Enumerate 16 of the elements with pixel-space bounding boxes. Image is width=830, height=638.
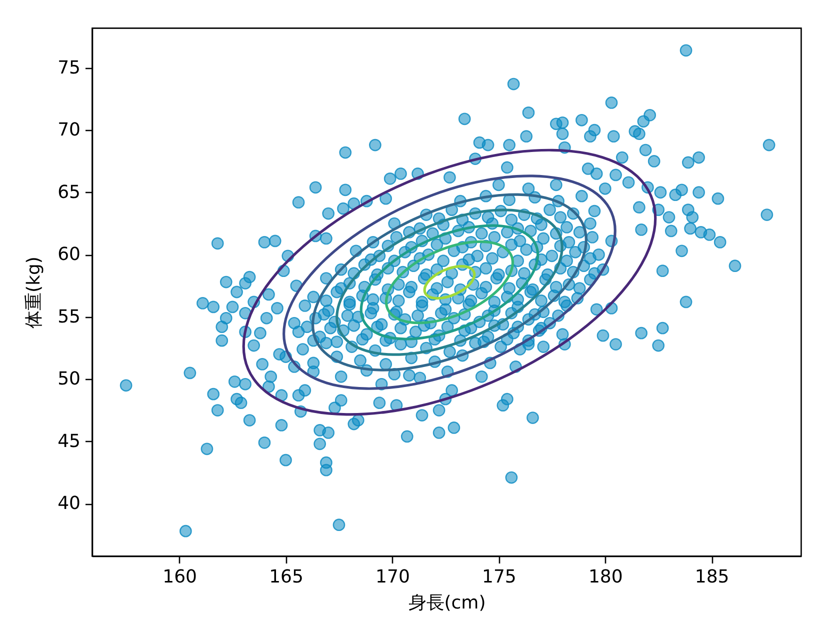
y-tick-label: 40 <box>58 493 80 514</box>
y-tick-label: 65 <box>58 182 80 203</box>
y-axis-title: 体重(kg) <box>24 256 45 328</box>
x-tick-label: 160 <box>162 566 197 588</box>
y-tick-label: 70 <box>58 120 80 141</box>
x-tick-label: 175 <box>482 566 516 588</box>
x-tick-label: 185 <box>694 566 730 588</box>
y-tick-label: 45 <box>58 430 80 452</box>
y-tick-label: 60 <box>58 244 80 266</box>
y-tick-label: 50 <box>58 368 80 390</box>
x-tick-label: 180 <box>588 566 623 588</box>
y-tick-label: 55 <box>58 306 80 328</box>
x-axis-title: 身長(cm) <box>408 592 486 614</box>
x-tick-label: 170 <box>376 566 410 588</box>
y-tick-label: 75 <box>58 57 80 78</box>
x-tick-label: 165 <box>269 566 304 588</box>
